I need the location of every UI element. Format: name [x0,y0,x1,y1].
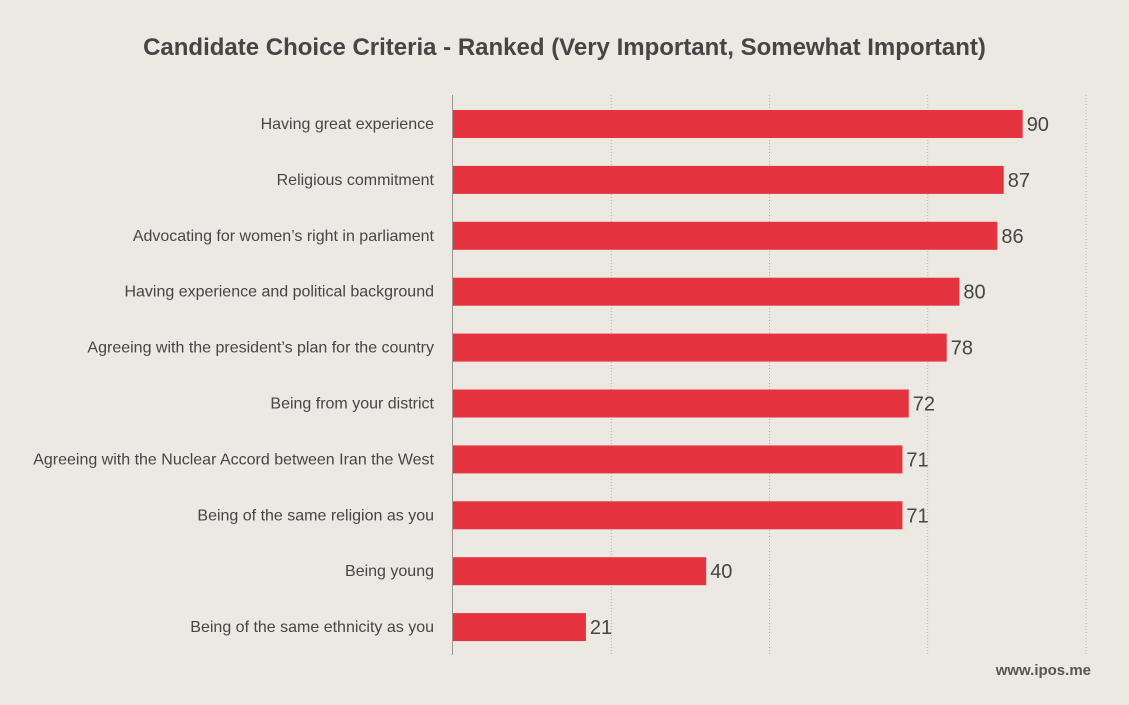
bar [453,165,1004,194]
bar [453,557,707,586]
category-label: Being young [345,563,434,580]
value-label: 86 [1001,226,1023,248]
bar [453,333,947,362]
category-label: Agreeing with the Nuclear Accord between… [33,451,434,468]
bar [453,110,1023,138]
chart-title: Candidate Choice Criteria - Ranked (Very… [143,34,986,61]
value-label: 71 [906,505,928,527]
bar [453,501,903,530]
bar [453,613,586,642]
bar [453,221,998,250]
category-label: Having experience and political backgrou… [124,284,434,301]
category-label: Being of the same religion as you [197,507,434,524]
value-label: 80 [963,282,985,304]
bar [453,277,960,306]
source-credit: www.ipos.me [995,662,1091,679]
category-label: Religious commitment [277,172,435,189]
category-label: Being of the same ethnicity as you [190,619,434,636]
category-label: Agreeing with the president’s plan for t… [87,340,434,357]
value-label: 90 [1027,114,1049,136]
value-label: 78 [951,338,973,360]
value-label: 71 [906,449,928,471]
value-label: 87 [1008,170,1030,192]
bar [453,389,909,418]
category-label: Being from your district [270,396,434,413]
value-label: 72 [913,394,935,416]
value-label: 40 [710,561,732,583]
bar [453,445,903,474]
value-label: 21 [590,617,612,639]
category-label: Advocating for women’s right in parliame… [133,228,435,245]
category-label: Having great experience [261,116,435,133]
